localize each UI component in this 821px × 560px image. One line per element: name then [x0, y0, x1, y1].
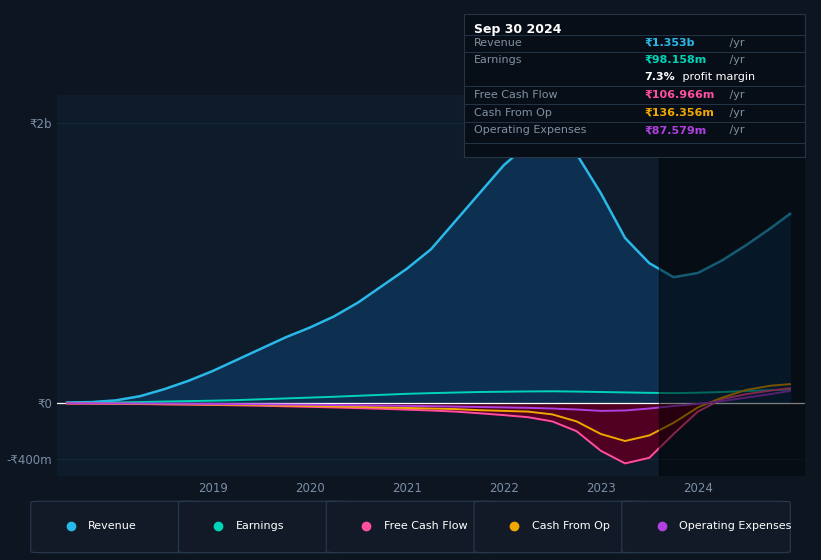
- Text: ₹98.158m: ₹98.158m: [644, 55, 707, 65]
- FancyBboxPatch shape: [30, 501, 200, 553]
- Text: Operating Expenses: Operating Expenses: [680, 521, 791, 531]
- FancyBboxPatch shape: [474, 501, 643, 553]
- Text: Operating Expenses: Operating Expenses: [474, 125, 586, 136]
- Text: /yr: /yr: [727, 108, 745, 118]
- Bar: [659, 95, 805, 476]
- Text: /yr: /yr: [727, 55, 745, 65]
- Text: Free Cash Flow: Free Cash Flow: [474, 90, 557, 100]
- Text: Revenue: Revenue: [89, 521, 137, 531]
- Text: Earnings: Earnings: [236, 521, 285, 531]
- Text: Cash From Op: Cash From Op: [474, 108, 552, 118]
- Text: Cash From Op: Cash From Op: [532, 521, 609, 531]
- Text: Earnings: Earnings: [474, 55, 523, 65]
- Text: /yr: /yr: [727, 125, 745, 136]
- Text: ₹1.353b: ₹1.353b: [644, 38, 695, 48]
- FancyBboxPatch shape: [621, 501, 791, 553]
- Text: ₹136.356m: ₹136.356m: [644, 108, 714, 118]
- FancyBboxPatch shape: [178, 501, 347, 553]
- Text: Revenue: Revenue: [474, 38, 523, 48]
- Text: profit margin: profit margin: [678, 72, 754, 82]
- Text: ₹87.579m: ₹87.579m: [644, 125, 707, 136]
- Text: /yr: /yr: [727, 38, 745, 48]
- Text: /yr: /yr: [727, 90, 745, 100]
- FancyBboxPatch shape: [326, 501, 495, 553]
- Text: Sep 30 2024: Sep 30 2024: [474, 24, 562, 36]
- Text: 7.3%: 7.3%: [644, 72, 675, 82]
- Text: ₹106.966m: ₹106.966m: [644, 90, 715, 100]
- Text: Free Cash Flow: Free Cash Flow: [384, 521, 467, 531]
